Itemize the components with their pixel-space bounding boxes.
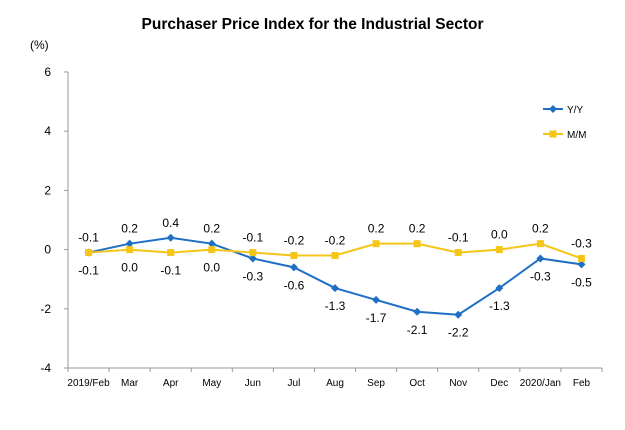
y-tick-label: -2 <box>40 302 51 316</box>
point-yy <box>577 260 586 269</box>
y-tick-label: -4 <box>40 361 51 375</box>
x-tick-label: Nov <box>449 378 467 389</box>
data-label: -1.3 <box>325 299 346 313</box>
data-label: -0.1 <box>448 231 469 245</box>
point-mm <box>536 240 544 248</box>
data-label: -0.1 <box>78 231 99 245</box>
point-yy <box>454 310 463 319</box>
data-label: -0.5 <box>571 275 592 289</box>
data-label: 0.0 <box>491 228 508 242</box>
point-yy <box>372 295 381 304</box>
legend-marker <box>549 130 557 138</box>
point-mm <box>249 249 257 257</box>
point-mm <box>413 240 421 248</box>
series-group: -0.1 -0.1 0.2 0.0 0.4 -0.1 0.2 0.0 -0.3 -0.1 -0.6 -… <box>78 216 592 340</box>
point-yy <box>289 263 298 272</box>
point-yy <box>536 254 545 263</box>
point-yy <box>331 284 339 293</box>
point-yy <box>207 239 216 248</box>
data-label: -1.3 <box>489 299 510 313</box>
x-tick-label: Jun <box>245 378 261 389</box>
point-mm <box>290 252 298 260</box>
data-label: -0.1 <box>243 231 264 245</box>
data-label: 0.0 <box>121 261 138 275</box>
data-label: -0.3 <box>571 236 592 250</box>
data-label: 0.0 <box>203 261 220 275</box>
x-tick-label: Jul <box>288 378 301 389</box>
point-yy <box>125 239 134 248</box>
data-label: 0.2 <box>203 222 220 236</box>
data-label: -0.1 <box>78 264 99 278</box>
x-tick-label: Dec <box>490 378 508 389</box>
data-label: 0.4 <box>162 216 179 230</box>
x-tick-label: Oct <box>409 378 425 389</box>
point-yy <box>413 307 422 316</box>
y-ticks: 6 4 2 0 -2 -4 <box>40 65 68 375</box>
data-label: -2.1 <box>407 323 428 337</box>
data-label: -0.2 <box>284 234 305 248</box>
y-tick-label: 0 <box>44 243 51 257</box>
legend-label: Y/Y <box>567 105 583 116</box>
data-label: -1.7 <box>366 311 387 325</box>
chart-title: Purchaser Price Index for the Industrial… <box>141 16 484 33</box>
data-label: 0.2 <box>532 222 549 236</box>
point-mm <box>372 240 380 248</box>
x-tick-label: Feb <box>573 378 591 389</box>
point-mm <box>85 249 93 257</box>
data-label: -0.2 <box>325 234 346 248</box>
x-tick-label: 2020/Jan <box>520 378 561 389</box>
y-tick-label: 4 <box>44 124 51 138</box>
point-yy <box>166 233 175 242</box>
data-label: 0.2 <box>368 222 385 236</box>
legend-marker <box>549 105 557 113</box>
data-label: -0.6 <box>284 278 305 292</box>
x-tick-label: Mar <box>121 378 139 389</box>
y-tick-label: 6 <box>44 65 51 79</box>
y-tick-label: 2 <box>44 183 51 197</box>
x-tick-label: Sep <box>367 378 385 389</box>
legend: Y/Y M/M <box>543 105 586 141</box>
point-mm <box>208 246 216 254</box>
data-label: -0.3 <box>530 269 551 283</box>
point-mm <box>495 246 503 254</box>
x-tick-label: May <box>202 378 221 389</box>
point-mm <box>167 249 175 257</box>
point-mm <box>331 252 339 260</box>
point-mm <box>454 249 462 257</box>
point-mm <box>577 254 585 262</box>
point-yy <box>495 284 504 293</box>
x-tick-label: 2019/Feb <box>67 378 110 389</box>
point-yy <box>248 254 257 263</box>
x-ticks: 2019/Feb Mar Apr May Jun Jul Aug Sep Oct Nov Dec 20… <box>67 368 603 389</box>
point-mm <box>126 246 134 254</box>
legend-label: M/M <box>567 130 586 141</box>
data-label: -2.2 <box>448 326 469 340</box>
x-tick-label: Apr <box>163 378 179 389</box>
data-label: 0.2 <box>121 222 138 236</box>
data-label: -0.1 <box>160 264 181 278</box>
y-axis-unit: (%) <box>30 38 49 52</box>
data-label: 0.2 <box>409 222 426 236</box>
x-tick-label: Aug <box>326 378 344 389</box>
data-label: -0.3 <box>243 269 264 283</box>
